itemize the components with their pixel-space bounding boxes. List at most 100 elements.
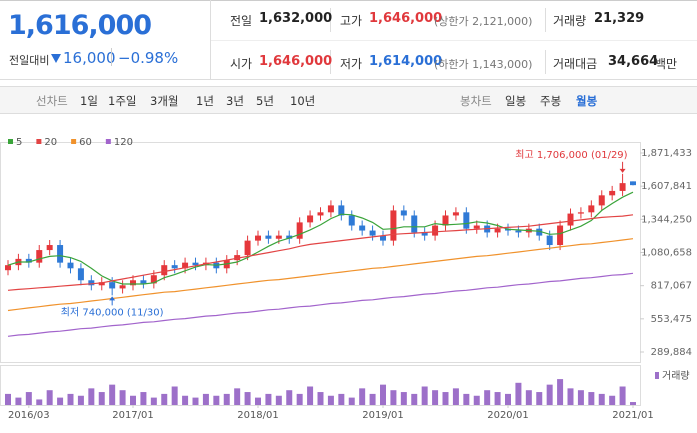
candle-body bbox=[130, 280, 136, 286]
candle-body bbox=[619, 183, 626, 191]
period-tab[interactable]: 3개월 bbox=[150, 94, 179, 108]
stat-note: (상한가 2,121,000) bbox=[434, 15, 533, 28]
annotation-arrowhead bbox=[109, 296, 116, 301]
x-tick-label: 2016/03 bbox=[8, 410, 50, 421]
candle-body bbox=[265, 235, 272, 239]
candle-body bbox=[577, 212, 584, 214]
y-tick-label: 817,067 bbox=[651, 281, 692, 292]
stat-value: 1,646,000 bbox=[369, 11, 443, 26]
annotation: 최고 1,706,000 (01/29) bbox=[515, 149, 627, 161]
volume-bar bbox=[317, 392, 324, 405]
volume-bar bbox=[307, 386, 314, 405]
period-tab[interactable]: 10년 bbox=[290, 94, 316, 108]
volume-bar bbox=[505, 393, 511, 405]
price: 1,616,000 bbox=[8, 10, 152, 41]
candle-body bbox=[546, 235, 553, 246]
stat-value: 21,329 bbox=[594, 11, 645, 26]
candle-tab[interactable]: 주봉 bbox=[540, 94, 562, 108]
candle-body bbox=[150, 275, 157, 284]
legend-swatch bbox=[71, 139, 77, 144]
candle-body bbox=[296, 222, 303, 239]
tab-label: 봉차트 bbox=[460, 94, 492, 108]
period-tab[interactable]: 5년 bbox=[256, 94, 274, 108]
volume-bar bbox=[359, 388, 366, 405]
volume-bar bbox=[619, 386, 626, 405]
volume-bar bbox=[525, 390, 532, 405]
candle-body bbox=[98, 282, 105, 286]
stat-label: 전일 bbox=[230, 14, 253, 28]
plot-frame bbox=[0, 142, 641, 363]
candle-body bbox=[119, 285, 126, 289]
ma-line bbox=[7, 214, 634, 291]
volume-bar bbox=[223, 393, 230, 405]
divider bbox=[211, 40, 697, 41]
legend-label: 120 bbox=[114, 137, 133, 148]
volume-bar bbox=[463, 393, 470, 405]
volume-bar bbox=[25, 392, 32, 405]
stat-unit: 백만 bbox=[655, 57, 678, 71]
candle-body bbox=[46, 245, 53, 251]
change: 16,000 bbox=[63, 49, 116, 67]
header bbox=[0, 0, 697, 80]
legend-swatch bbox=[36, 139, 42, 144]
candle-body bbox=[171, 265, 178, 269]
candle-body bbox=[109, 282, 116, 289]
period-tab[interactable]: 1일 bbox=[80, 94, 98, 108]
candle-body bbox=[244, 240, 251, 256]
volume-bar bbox=[67, 393, 74, 405]
x-tick-label: 2018/01 bbox=[237, 410, 279, 421]
candle-body bbox=[473, 225, 480, 229]
candle-body bbox=[598, 195, 605, 206]
candle-body bbox=[359, 225, 366, 231]
volume-label: 거래량 bbox=[662, 370, 690, 382]
y-tick-label: 1,080,658 bbox=[641, 248, 692, 259]
period-tab[interactable]: 1주일 bbox=[108, 94, 137, 108]
candle-body bbox=[77, 268, 84, 281]
annotation: 최저 740,000 (11/30) bbox=[61, 306, 164, 318]
candle-body bbox=[317, 212, 324, 216]
legend-label: 20 bbox=[44, 137, 57, 148]
divider bbox=[111, 48, 112, 66]
candle-tab[interactable]: 일봉 bbox=[505, 94, 527, 108]
period-tab[interactable]: 1년 bbox=[196, 94, 214, 108]
change-label: 전일대비 bbox=[9, 54, 50, 67]
stat-value: 1,632,000 bbox=[259, 11, 333, 26]
divider bbox=[545, 8, 546, 32]
volume-bar bbox=[557, 379, 564, 405]
annotation-arrowhead bbox=[619, 168, 626, 173]
volume-bar bbox=[46, 390, 53, 405]
volume-swatch bbox=[655, 372, 659, 379]
volume-bar bbox=[5, 393, 11, 405]
volume-bar bbox=[234, 388, 241, 405]
volume-bar bbox=[630, 402, 636, 405]
stat-value: 34,664 bbox=[608, 54, 659, 69]
candle-tab[interactable]: 월봉 bbox=[576, 94, 598, 108]
volume-bar bbox=[202, 393, 209, 405]
volume-bar bbox=[567, 388, 574, 405]
volume-bar bbox=[109, 384, 116, 405]
y-tick-label: 289,884 bbox=[651, 347, 692, 358]
divider bbox=[330, 8, 331, 32]
y-tick-label: 1,871,433 bbox=[641, 148, 692, 159]
candle-body bbox=[25, 258, 32, 263]
down-arrow bbox=[51, 54, 61, 63]
change-pct: −0.98% bbox=[118, 49, 179, 67]
volume-bar bbox=[88, 388, 95, 405]
volume-bar bbox=[348, 397, 355, 405]
candle-body bbox=[369, 230, 376, 236]
candle-body bbox=[338, 205, 345, 216]
stat-label: 고가 bbox=[340, 14, 363, 28]
volume-bar bbox=[421, 386, 428, 405]
volume-bar bbox=[244, 392, 251, 405]
tab-label: 선차트 bbox=[36, 94, 68, 108]
candle-body bbox=[567, 213, 574, 226]
divider bbox=[545, 50, 546, 74]
period-tab[interactable]: 3년 bbox=[226, 94, 244, 108]
volume-bar bbox=[213, 395, 220, 405]
candle-body bbox=[36, 250, 43, 263]
candle-body bbox=[432, 225, 439, 236]
ma-line bbox=[7, 238, 634, 312]
candle-body bbox=[463, 212, 470, 229]
